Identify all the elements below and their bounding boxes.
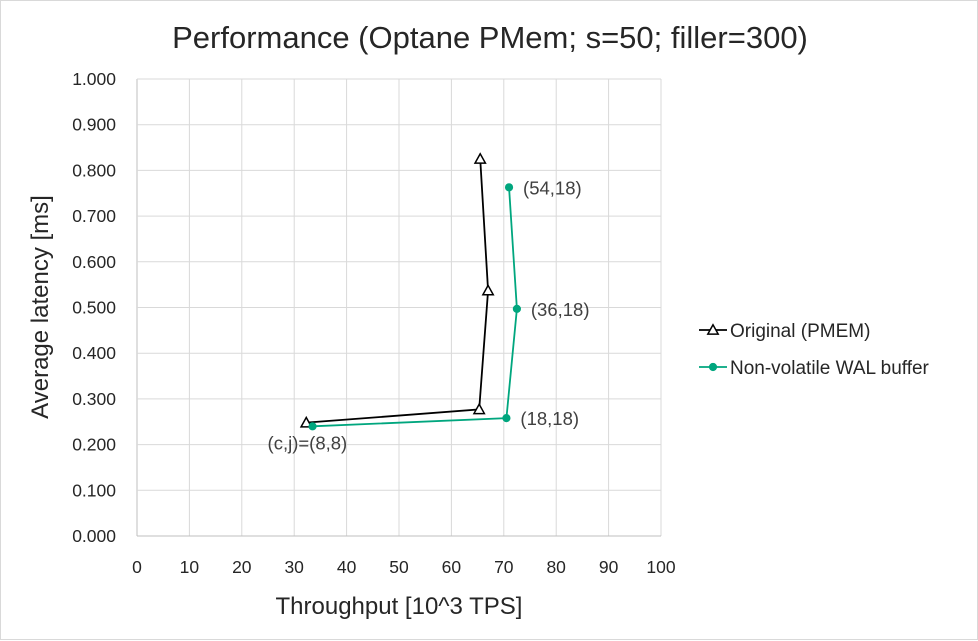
data-label: (54,18) <box>523 177 582 198</box>
data-label: (c,j)=(8,8) <box>268 432 348 453</box>
grid-layer <box>136 78 662 537</box>
data-label: (18,18) <box>520 408 579 429</box>
legend-swatch-marker <box>706 323 720 335</box>
series-2 <box>308 183 522 431</box>
y-tick-label: 0.500 <box>72 298 116 318</box>
y-tick-label: 0.100 <box>72 480 116 500</box>
x-tick-label: 40 <box>337 557 357 577</box>
data-point <box>502 413 511 423</box>
y-tick-label: 0.800 <box>72 160 116 180</box>
data-point <box>308 422 317 431</box>
x-tick-label: 30 <box>284 557 304 577</box>
x-tick-label: 70 <box>494 557 514 577</box>
data-point <box>512 304 522 313</box>
series-1 <box>299 152 495 428</box>
y-tick-label: 0.900 <box>72 115 116 135</box>
y-tick-label: 0.600 <box>72 252 116 272</box>
y-tick-label: 0.700 <box>72 206 116 226</box>
y-tick-label: 0.400 <box>72 343 116 363</box>
y-tick-label: 0.300 <box>72 389 116 409</box>
x-tick-label: 50 <box>389 557 409 577</box>
legend-item: Original (PMEM) <box>699 321 870 342</box>
x-tick-label: 0 <box>132 557 142 577</box>
annotation-layer: (c,j)=(8,8) (18,18) (36,18) (54,18) <box>268 177 590 453</box>
chart-title: Performance (Optane PMem; s=50; filler=3… <box>172 20 808 55</box>
legend: Original (PMEM) Non-volatile WAL buffer <box>699 321 930 379</box>
y-axis-title: Average latency [ms] <box>27 195 54 419</box>
series-layer <box>299 152 522 431</box>
data-point <box>472 402 486 415</box>
y-tick-label: 0.200 <box>72 435 116 455</box>
data-point <box>473 152 487 164</box>
legend-label: Non-volatile WAL buffer <box>730 358 930 379</box>
series-line <box>312 187 518 428</box>
x-tick-label: 20 <box>232 557 252 577</box>
x-tick-label: 90 <box>599 557 619 577</box>
legend-swatch-marker <box>708 362 718 372</box>
legend-item: Non-volatile WAL buffer <box>699 358 930 379</box>
legend-label: Original (PMEM) <box>730 321 870 342</box>
x-tick-label: 100 <box>646 557 675 577</box>
series-line <box>306 158 489 424</box>
tick-layer: 0 10 20 30 40 50 60 70 80 90 100 0.000 0.100 0.200 0.3… <box>72 69 676 577</box>
data-label: (36,18) <box>531 299 590 320</box>
data-point <box>504 183 514 192</box>
x-tick-label: 10 <box>180 557 200 577</box>
x-axis-title: Throughput [10^3 TPS] <box>276 593 523 620</box>
x-tick-label: 80 <box>546 557 566 577</box>
y-tick-label: 0.000 <box>72 526 116 546</box>
x-tick-label: 60 <box>442 557 462 577</box>
data-point <box>481 283 495 296</box>
y-tick-label: 1.000 <box>72 69 116 89</box>
data-point <box>299 415 313 428</box>
